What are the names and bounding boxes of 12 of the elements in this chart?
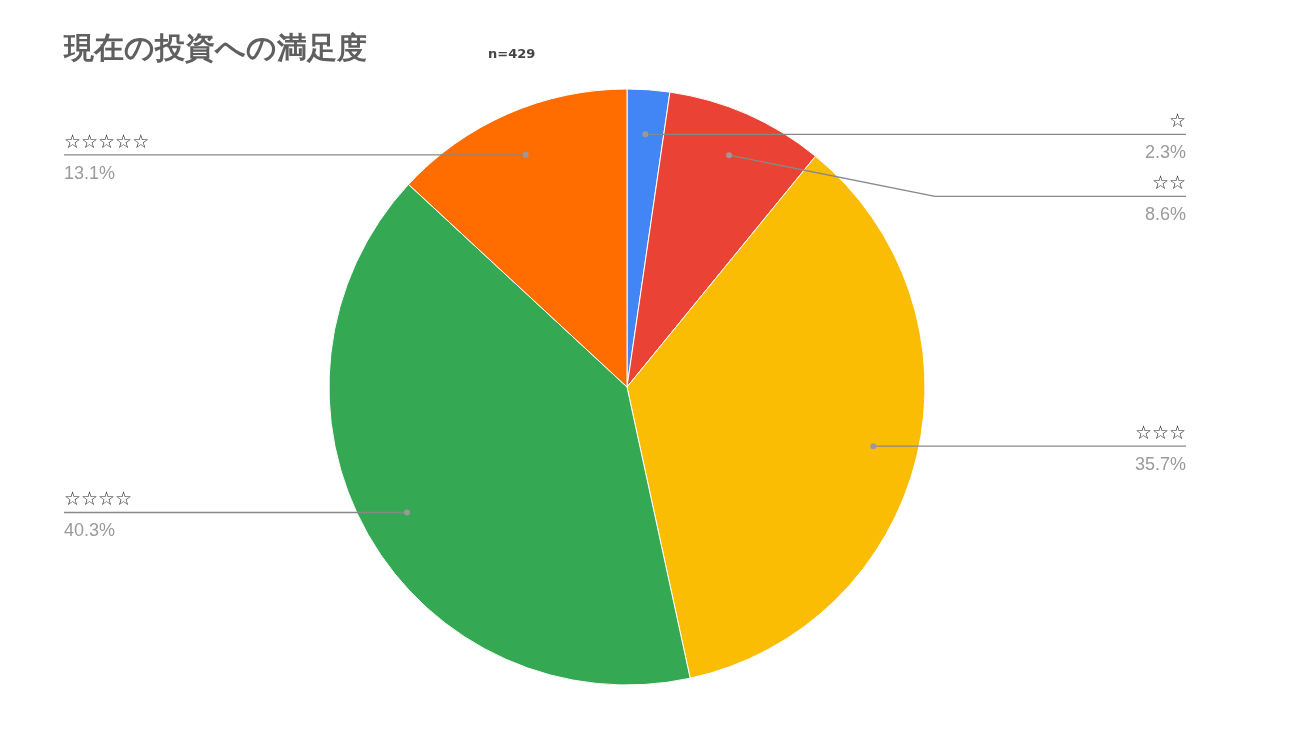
slice-label: ☆	[1168, 109, 1186, 132]
chart-title: 現在の投資への満足度	[63, 30, 367, 65]
data-label: 8.6%	[1144, 204, 1186, 225]
data-label: 35.7%	[1134, 454, 1186, 475]
slice-label: ☆☆☆☆	[64, 487, 133, 510]
data-label: 40.3%	[64, 520, 116, 541]
data-label: 13.1%	[64, 162, 116, 183]
chart-subtitle: n=429	[488, 46, 536, 61]
slice-label: ☆☆☆	[1134, 421, 1186, 444]
slice-label: ☆☆☆☆☆	[64, 129, 150, 152]
data-label: 2.3%	[1144, 142, 1186, 163]
slice-label: ☆☆	[1151, 171, 1186, 194]
